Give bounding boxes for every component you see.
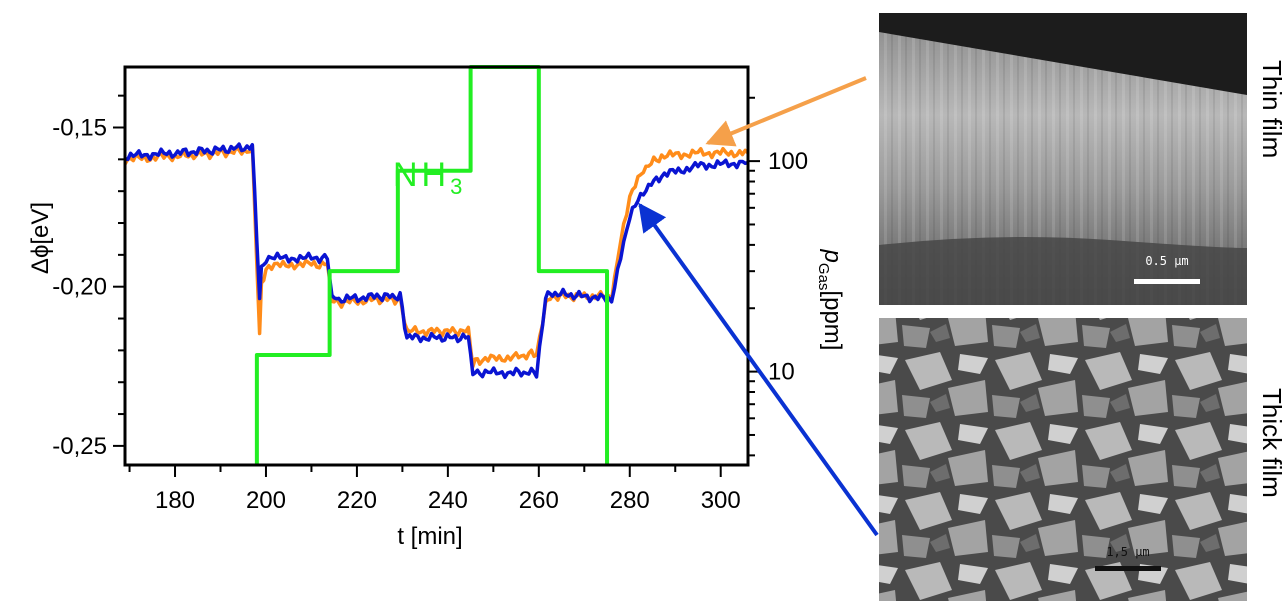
x-ticks: 180 200 220 240 260 280 300 — [128, 465, 741, 514]
y-left-ticks: -0,15 -0,20 -0,25 — [52, 94, 125, 460]
x-tick-label: 300 — [701, 487, 741, 514]
series-layer — [123, 65, 750, 465]
thick-film-micrograph: 1,5 µm — [879, 318, 1247, 601]
plot-frame — [123, 65, 750, 467]
thin-scale-bar — [1134, 279, 1200, 284]
thick-film-arrow — [638, 202, 879, 537]
y-right-tick-label: 100 — [768, 148, 808, 175]
thick-film-label: Thick film — [1257, 388, 1287, 498]
thin-film-arrow — [705, 76, 867, 147]
plot-area: 180 200 220 240 260 280 300 -0,15 -0,20 -0,25 10… — [52, 65, 808, 514]
x-axis-title: t [min] — [397, 523, 462, 550]
x-tick-label: 220 — [337, 487, 377, 514]
series-thick-line — [124, 142, 749, 380]
series-gas-line — [254, 65, 610, 465]
gas-label: NH3 — [393, 156, 466, 199]
y-right-axis-title: pGas[ppm] — [815, 249, 846, 351]
x-tick-label: 180 — [155, 487, 195, 514]
x-tick-label: 200 — [246, 487, 286, 514]
y-right-ticks: 10 100 — [748, 96, 808, 457]
thick-scale-label: 1,5 µm — [1106, 545, 1149, 559]
x-tick-label: 240 — [428, 487, 468, 514]
thin-film-micrograph: 0.5 µm — [879, 13, 1247, 305]
thin-film-label: Thin film — [1257, 60, 1287, 158]
thin-scale-label: 0.5 µm — [1145, 254, 1188, 268]
y-right-tick-label: 10 — [768, 359, 795, 386]
y-left-tick-label: -0,20 — [52, 274, 107, 301]
thick-scale-bar — [1095, 566, 1161, 571]
y-left-axis-title: Δϕ[eV] — [27, 202, 54, 274]
y-left-tick-label: -0,15 — [52, 114, 107, 141]
x-tick-label: 280 — [610, 487, 650, 514]
x-tick-label: 260 — [519, 487, 559, 514]
y-left-tick-label: -0,25 — [52, 433, 107, 460]
